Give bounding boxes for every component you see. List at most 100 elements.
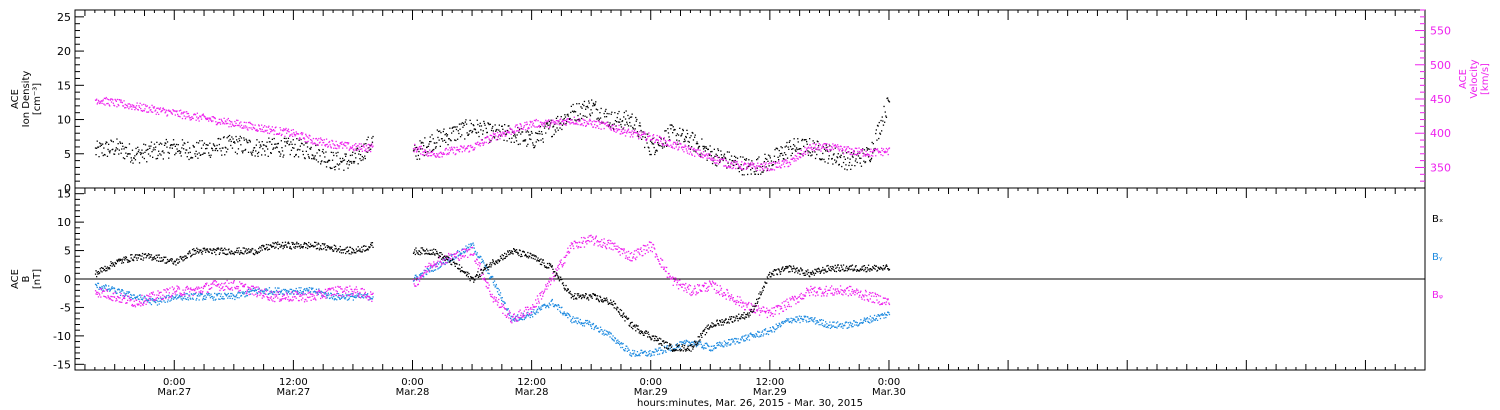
density-series-point [686,129,688,131]
bz-series-point [585,241,587,243]
density-series-point [339,157,341,160]
by-series-point [228,295,231,297]
by-series-point [242,291,244,293]
velocity-series-point [318,137,320,140]
velocity-series-point [166,114,169,116]
bz-series-point [348,291,350,293]
by-series-point [659,347,661,349]
bz-series-point [732,297,734,299]
velocity-series-point [243,121,245,123]
density-series-point [824,161,826,163]
velocity-series-point [515,124,517,126]
bz-series-point [741,306,743,308]
bz-series-point [486,287,488,289]
density-series-point [162,150,164,152]
velocity-series-point [297,133,300,135]
velocity-series-point [830,149,832,151]
bz-series-point [683,290,685,292]
velocity-series-point [334,147,337,149]
by-series-point [210,293,212,295]
bz-series-point [723,292,726,294]
velocity-series-point [169,110,172,112]
velocity-series-point [282,130,284,132]
by-series-point [430,266,432,268]
density-series-point [551,135,553,138]
by-series-point [360,294,362,296]
velocity-series-point [429,149,431,151]
by-series-point [252,289,254,291]
velocity-series-point [426,151,428,153]
velocity-series-point [656,134,658,137]
density-series-point [644,136,646,138]
by-series-point [243,293,245,295]
velocity-series-point [102,100,104,102]
bz-series-point [171,286,173,288]
bz-series-point [757,305,759,307]
velocity-series-point [183,115,185,117]
bz-series-point [646,249,648,251]
bz-series-point [604,245,606,247]
by-series-point [499,294,501,296]
bz-series-point [299,295,301,297]
by-series-point [490,276,493,278]
density-series-point [777,156,779,158]
by-series-point [574,317,576,319]
bz-series-point [502,304,505,306]
density-series-point [451,132,453,134]
density-series-point [150,141,153,143]
density-series-point [110,140,113,142]
velocity-series-point [106,103,108,105]
by-series-point [548,302,550,304]
density-series-point [705,147,708,149]
bz-series-point [524,314,526,317]
velocity-series-point [605,125,608,127]
density-series-point [623,116,625,118]
by-series-point [631,353,633,355]
bz-series-point [353,291,355,293]
density-series-point [710,155,712,157]
velocity-series-point [763,162,765,164]
density-series-point [565,123,567,125]
bz-series-point [720,289,722,291]
density-series-point [589,113,591,115]
density-series-point [296,138,298,140]
bz-series-point [328,288,330,290]
density-series-point [779,155,781,157]
by-series-point [496,291,499,293]
by-series-point [719,342,721,344]
bz-series-point [730,295,732,298]
velocity-series-point [733,164,736,167]
velocity-series-point [165,111,167,113]
velocity-series-point [801,153,804,155]
velocity-series-point [106,98,109,100]
by-series-point [536,310,538,312]
velocity-series-point [415,149,417,151]
density-series-point [600,107,602,110]
density-series-point [271,143,273,145]
bz-series-point [490,296,493,298]
bz-series-point [428,262,430,264]
legend-by: Bᵧ [1432,252,1443,263]
by-series-point [216,294,219,296]
by-series-point [618,341,620,343]
velocity-series-point [136,102,138,104]
density-series-point [844,158,846,160]
velocity-series-point [357,145,359,147]
velocity-series-point [360,143,362,145]
velocity-series-point [197,118,199,120]
density-series-point [687,140,689,143]
by-series-point [233,294,235,297]
by-series-point [577,320,580,322]
velocity-series-point [753,163,755,165]
bz-series-point [330,288,332,290]
by-series-point [118,288,120,290]
by-series-point [664,350,667,352]
by-series-point [165,296,167,298]
by-series-point [115,291,117,293]
bz-series-point [106,297,108,299]
by-series-point [538,306,540,308]
density-series-point [264,150,266,152]
by-series-point [114,290,116,292]
density-series-point [351,154,353,156]
velocity-series-point [503,133,505,135]
